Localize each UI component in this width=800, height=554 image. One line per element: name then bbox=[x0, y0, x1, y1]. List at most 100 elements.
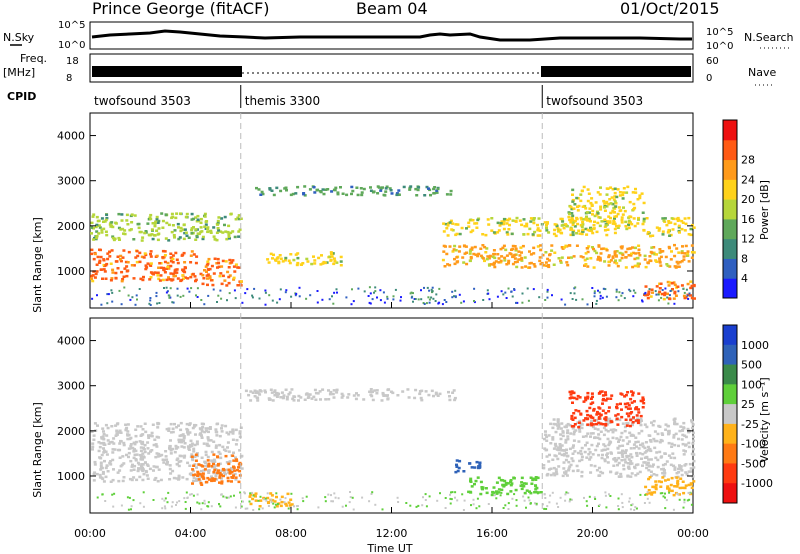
range-gate-cell bbox=[448, 221, 452, 224]
range-gate-cell bbox=[417, 186, 421, 189]
range-gate-cell bbox=[106, 426, 110, 430]
range-gate-cell bbox=[625, 436, 629, 439]
range-gate-cell bbox=[599, 205, 603, 208]
range-gate-cell bbox=[144, 231, 148, 234]
range-gate-cell bbox=[273, 506, 276, 509]
range-gate-cell bbox=[609, 428, 613, 432]
range-gate-cell bbox=[157, 232, 161, 235]
range-gate-cell bbox=[553, 223, 557, 226]
range-gate-cell bbox=[581, 435, 585, 438]
range-gate-cell bbox=[177, 460, 181, 464]
range-gate-cell bbox=[543, 447, 547, 450]
range-gate-cell bbox=[154, 476, 158, 480]
range-gate-cell bbox=[616, 226, 620, 229]
range-gate-cell bbox=[686, 294, 689, 297]
range-gate-cell bbox=[630, 504, 633, 507]
range-gate-cell bbox=[134, 434, 138, 438]
range-gate-cell bbox=[139, 446, 143, 449]
range-gate-cell bbox=[442, 250, 446, 253]
range-gate-cell bbox=[196, 470, 200, 474]
range-gate-cell bbox=[268, 398, 272, 401]
range-gate-cell bbox=[98, 226, 102, 229]
range-gate-cell bbox=[499, 222, 503, 225]
range-gate-cell bbox=[563, 449, 567, 452]
range-gate-cell bbox=[577, 229, 581, 232]
range-gate-cell bbox=[599, 186, 602, 189]
range-gate-cell bbox=[413, 396, 417, 400]
range-gate-cell bbox=[98, 259, 102, 263]
range-gate-cell bbox=[306, 396, 310, 399]
range-gate-cell bbox=[678, 493, 681, 496]
range-gate-cell bbox=[176, 501, 178, 504]
range-gate-cell bbox=[173, 271, 177, 274]
range-gate-cell bbox=[156, 455, 160, 458]
range-gate-cell bbox=[555, 502, 558, 505]
range-gate-cell bbox=[158, 279, 162, 282]
range-gate-cell bbox=[318, 190, 322, 193]
range-gate-cell bbox=[165, 291, 168, 294]
range-gate-cell bbox=[244, 389, 248, 393]
range-gate-cell bbox=[192, 476, 196, 480]
range-gate-cell bbox=[678, 466, 682, 470]
range-gate-cell bbox=[207, 439, 211, 442]
range-gate-cell bbox=[218, 443, 222, 447]
range-gate-cell bbox=[502, 507, 505, 509]
range-gate-cell bbox=[190, 473, 194, 477]
range-gate-cell bbox=[568, 500, 571, 503]
range-gate-cell bbox=[566, 429, 570, 432]
range-gate-cell bbox=[229, 466, 233, 470]
range-gate-cell bbox=[165, 463, 169, 466]
range-gate-cell bbox=[667, 429, 671, 433]
range-gate-cell bbox=[577, 425, 581, 429]
range-gate-cell bbox=[578, 459, 582, 463]
range-gate-cell bbox=[445, 301, 448, 303]
range-gate-cell bbox=[372, 190, 376, 193]
range-gate-cell bbox=[589, 422, 593, 425]
range-gate-cell bbox=[517, 250, 521, 253]
range-gate-cell bbox=[207, 430, 210, 434]
range-gate-cell bbox=[191, 426, 195, 430]
range-gate-cell bbox=[125, 274, 129, 278]
range-gate-cell bbox=[507, 228, 511, 231]
range-gate-cell bbox=[303, 194, 307, 197]
range-gate-cell bbox=[575, 232, 579, 235]
range-gate-cell bbox=[624, 220, 628, 224]
range-gate-cell bbox=[495, 481, 499, 484]
range-gate-cell bbox=[281, 396, 285, 400]
range-gate-cell bbox=[573, 292, 576, 295]
range-gate-cell bbox=[497, 491, 501, 494]
range-gate-cell bbox=[102, 227, 106, 231]
range-gate-cell bbox=[341, 394, 345, 397]
range-gate-cell bbox=[572, 229, 576, 233]
range-gate-cell bbox=[90, 232, 93, 235]
range-gate-cell bbox=[644, 291, 647, 294]
range-gate-cell bbox=[616, 446, 620, 450]
range-gate-cell bbox=[422, 302, 425, 304]
range-gate-cell bbox=[111, 493, 114, 496]
range-gate-cell bbox=[587, 211, 591, 214]
range-gate-cell bbox=[661, 492, 664, 495]
cpid-segments: twofsound 3503 themis 3300 twofsound 3503 bbox=[94, 85, 643, 108]
range-gate-cell bbox=[501, 246, 505, 250]
range-gate-cell bbox=[428, 301, 431, 304]
range-gate-cell bbox=[121, 256, 125, 259]
range-gate-cell bbox=[551, 458, 555, 461]
range-gate-cell bbox=[458, 245, 462, 248]
range-gate-cell bbox=[93, 252, 97, 256]
range-gate-cell bbox=[640, 192, 644, 195]
range-gate-cell bbox=[101, 427, 105, 430]
range-gate-cell bbox=[536, 223, 539, 227]
range-gate-cell bbox=[583, 204, 587, 208]
range-gate-cell bbox=[603, 417, 607, 420]
range-gate-cell bbox=[288, 261, 292, 265]
range-gate-cell bbox=[500, 255, 504, 258]
velocity-colorbar-label: Velocity [m s⁻¹] bbox=[758, 377, 771, 462]
range-gate-cell bbox=[206, 277, 209, 280]
range-gate-cell bbox=[649, 470, 653, 473]
range-gate-cell bbox=[218, 274, 222, 278]
range-gate-cell bbox=[384, 187, 388, 190]
range-gate-cell bbox=[271, 499, 275, 502]
range-gate-cell bbox=[170, 279, 174, 282]
range-gate-cell bbox=[103, 270, 107, 273]
range-gate-cell bbox=[270, 494, 274, 497]
